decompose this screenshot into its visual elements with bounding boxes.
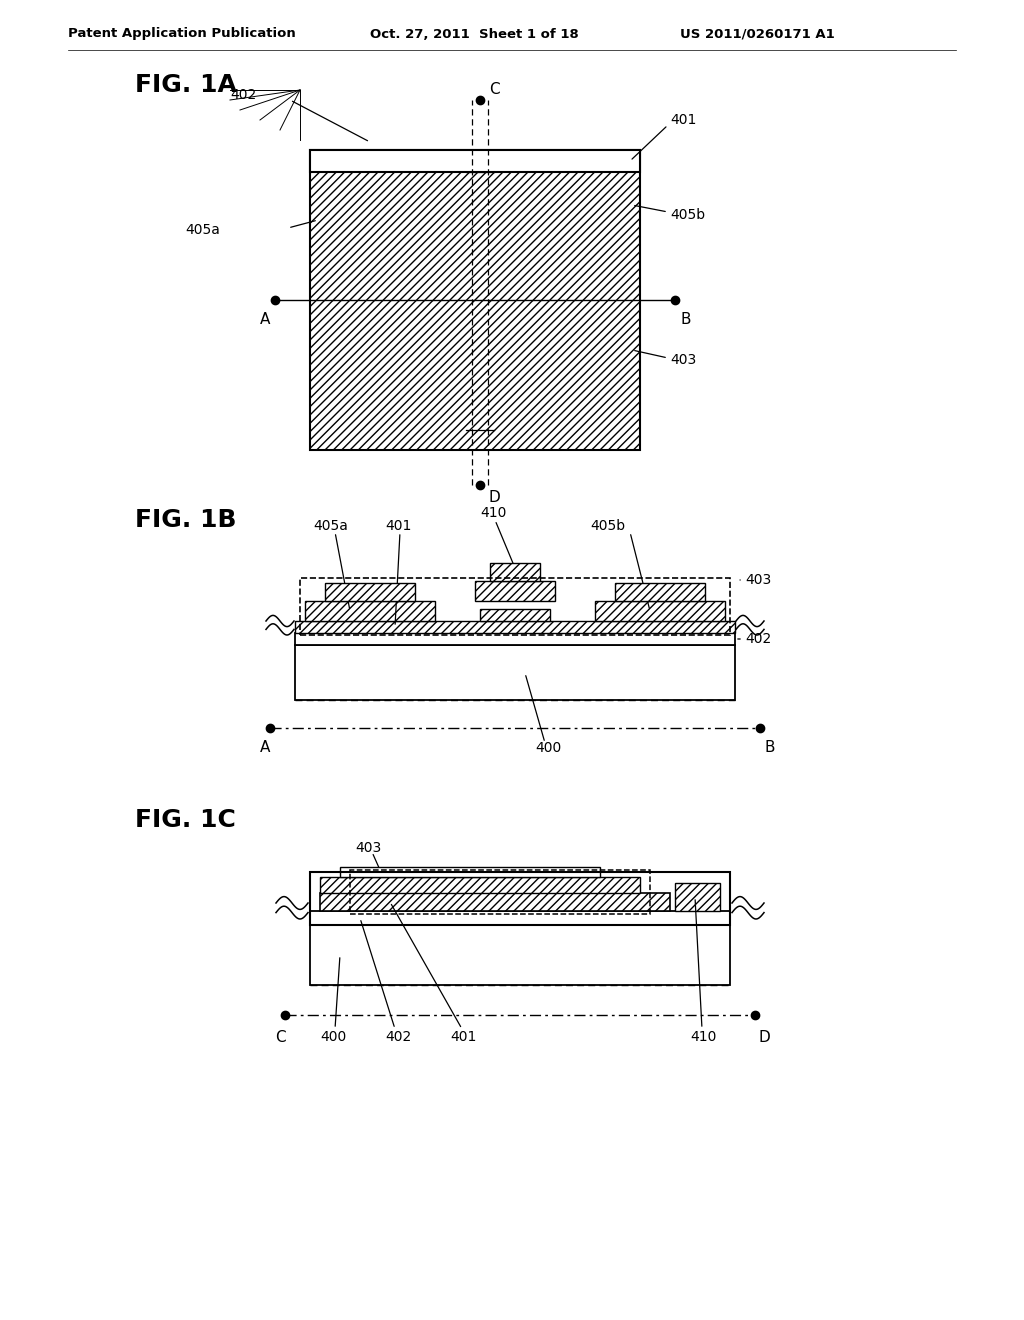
- Bar: [475, 581, 555, 601]
- Bar: [310, 925, 730, 985]
- Text: C: C: [275, 1030, 286, 1044]
- Text: B: B: [680, 313, 690, 327]
- Bar: [675, 883, 720, 911]
- Text: 410: 410: [690, 1030, 717, 1044]
- Text: C: C: [489, 82, 500, 98]
- Bar: [340, 867, 600, 876]
- Text: 405a: 405a: [313, 519, 348, 533]
- Text: Patent Application Publication: Patent Application Publication: [68, 28, 296, 41]
- Text: 401: 401: [670, 114, 696, 127]
- Text: 405a: 405a: [185, 223, 220, 238]
- Bar: [310, 911, 730, 925]
- Text: FIG. 1A: FIG. 1A: [135, 73, 237, 96]
- Text: 402: 402: [745, 632, 771, 645]
- Text: B: B: [765, 741, 775, 755]
- Text: 400: 400: [535, 741, 561, 755]
- Bar: [295, 645, 735, 700]
- Text: A: A: [260, 313, 270, 327]
- Text: Oct. 27, 2011  Sheet 1 of 18: Oct. 27, 2011 Sheet 1 of 18: [370, 28, 579, 41]
- Bar: [595, 601, 725, 620]
- Bar: [319, 876, 640, 894]
- Bar: [350, 870, 650, 913]
- Text: 401: 401: [450, 1030, 476, 1044]
- Bar: [310, 150, 640, 450]
- Bar: [615, 583, 705, 601]
- Bar: [295, 620, 735, 634]
- Bar: [490, 564, 540, 581]
- Text: 400: 400: [319, 1030, 346, 1044]
- Bar: [295, 634, 735, 645]
- Text: 410: 410: [480, 506, 507, 520]
- Text: A: A: [260, 741, 270, 755]
- Text: 403: 403: [745, 573, 771, 587]
- Text: D: D: [758, 1030, 770, 1044]
- Bar: [480, 609, 550, 620]
- Text: 402: 402: [385, 1030, 412, 1044]
- Text: 405b: 405b: [590, 519, 625, 533]
- Text: FIG. 1C: FIG. 1C: [135, 808, 236, 832]
- Bar: [325, 583, 415, 601]
- Bar: [300, 578, 730, 635]
- Bar: [310, 150, 640, 172]
- Text: 403: 403: [670, 352, 696, 367]
- Bar: [305, 601, 435, 620]
- Bar: [319, 894, 670, 911]
- Text: D: D: [489, 490, 501, 504]
- Bar: [310, 873, 730, 925]
- Text: 405b: 405b: [670, 209, 706, 222]
- Text: 402: 402: [230, 88, 256, 102]
- Text: FIG. 1B: FIG. 1B: [135, 508, 237, 532]
- Text: 403: 403: [355, 841, 381, 855]
- Text: US 2011/0260171 A1: US 2011/0260171 A1: [680, 28, 835, 41]
- Text: 401: 401: [385, 519, 412, 533]
